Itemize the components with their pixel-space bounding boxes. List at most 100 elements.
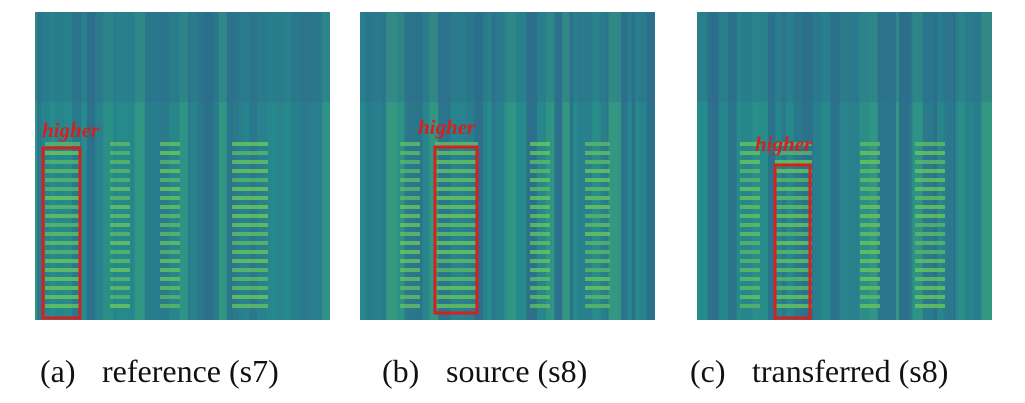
texture xyxy=(373,12,383,320)
texture xyxy=(775,250,812,254)
texture xyxy=(740,151,760,155)
texture xyxy=(382,12,387,320)
texture xyxy=(396,12,405,320)
texture xyxy=(530,196,550,200)
texture xyxy=(635,12,640,320)
texture xyxy=(45,205,80,209)
texture xyxy=(869,12,878,320)
texture xyxy=(55,12,64,320)
texture xyxy=(45,295,80,299)
texture xyxy=(435,286,478,290)
texture xyxy=(72,12,82,320)
texture xyxy=(585,151,610,155)
texture xyxy=(491,12,497,320)
texture xyxy=(933,12,938,320)
texture xyxy=(964,12,974,320)
texture xyxy=(37,12,42,320)
texture xyxy=(899,12,910,320)
texture xyxy=(160,232,180,236)
texture xyxy=(860,178,880,182)
texture xyxy=(958,12,965,320)
texture xyxy=(160,241,180,245)
texture xyxy=(45,241,80,245)
texture xyxy=(188,12,191,320)
texture xyxy=(554,12,557,320)
texture xyxy=(400,205,420,209)
texture xyxy=(585,259,610,263)
texture xyxy=(775,178,812,182)
texture xyxy=(775,151,812,155)
texture xyxy=(458,12,466,320)
texture xyxy=(860,223,880,227)
texture xyxy=(895,12,900,320)
texture xyxy=(400,223,420,227)
texture xyxy=(160,196,180,200)
spectrogram xyxy=(697,12,992,320)
texture xyxy=(860,187,880,191)
texture xyxy=(775,196,812,200)
texture xyxy=(775,259,812,263)
texture xyxy=(740,178,760,182)
texture xyxy=(232,169,268,173)
texture xyxy=(400,142,420,146)
texture xyxy=(821,12,831,320)
texture xyxy=(45,250,80,254)
texture xyxy=(435,304,478,308)
texture xyxy=(573,12,578,320)
texture xyxy=(740,286,760,290)
texture xyxy=(718,12,729,320)
texture xyxy=(860,241,880,245)
texture xyxy=(232,286,268,290)
texture xyxy=(81,12,87,320)
texture xyxy=(504,12,507,320)
spectrogram xyxy=(360,12,655,320)
texture xyxy=(915,205,945,209)
texture xyxy=(530,142,550,146)
texture xyxy=(276,12,285,320)
texture xyxy=(740,232,760,236)
texture xyxy=(110,277,130,281)
texture xyxy=(239,12,245,320)
texture xyxy=(435,268,478,272)
texture xyxy=(232,259,268,263)
texture xyxy=(915,268,945,272)
texture xyxy=(839,12,850,320)
texture xyxy=(775,277,812,281)
texture xyxy=(249,12,257,320)
texture xyxy=(110,187,130,191)
panel-label: (b) xyxy=(382,353,419,389)
texture xyxy=(530,232,550,236)
texture xyxy=(232,214,268,218)
texture xyxy=(860,205,880,209)
texture xyxy=(915,160,945,164)
texture xyxy=(530,250,550,254)
texture xyxy=(365,12,374,320)
texture xyxy=(169,12,180,320)
texture xyxy=(585,205,610,209)
texture xyxy=(232,187,268,191)
texture xyxy=(45,196,80,200)
texture xyxy=(830,12,840,320)
texture xyxy=(35,12,330,102)
texture xyxy=(160,142,180,146)
texture xyxy=(585,214,610,218)
texture xyxy=(922,12,934,320)
texture xyxy=(496,12,505,320)
texture xyxy=(973,12,982,320)
texture xyxy=(740,277,760,281)
texture xyxy=(988,12,992,320)
texture xyxy=(444,12,451,320)
texture xyxy=(530,277,550,281)
texture xyxy=(160,259,180,263)
texture xyxy=(915,295,945,299)
texture xyxy=(50,12,56,320)
texture xyxy=(110,151,130,155)
texture xyxy=(740,196,760,200)
texture xyxy=(537,12,546,320)
texture xyxy=(556,12,560,320)
texture xyxy=(736,12,742,320)
texture xyxy=(435,178,478,182)
annotation: higher xyxy=(418,115,476,139)
texture xyxy=(160,286,180,290)
